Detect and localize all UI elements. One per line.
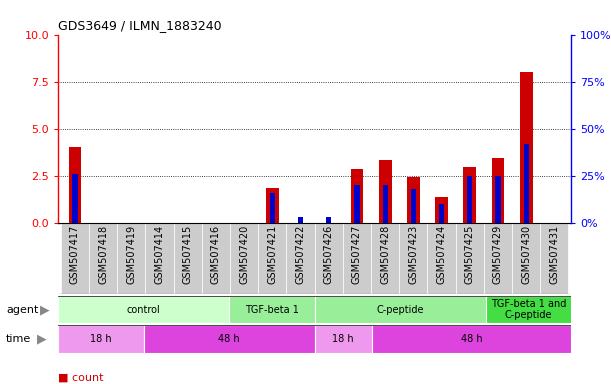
Bar [202, 223, 230, 294]
Text: 48 h: 48 h [218, 334, 240, 344]
Bar [230, 223, 258, 294]
Bar [343, 223, 371, 294]
Bar [382, 185, 388, 223]
Bar [379, 160, 392, 223]
Bar [456, 223, 484, 294]
Bar [58, 325, 144, 353]
Text: C-peptide: C-peptide [376, 305, 424, 314]
Text: control: control [126, 305, 161, 314]
Bar [315, 296, 486, 323]
Bar [484, 223, 512, 294]
Bar [58, 296, 229, 323]
Bar [145, 223, 174, 294]
Bar [463, 167, 476, 223]
Bar [229, 296, 315, 323]
Text: GSM507428: GSM507428 [380, 225, 390, 284]
Bar [399, 223, 428, 294]
Text: GSM507431: GSM507431 [549, 225, 559, 284]
Bar [512, 223, 540, 294]
Text: GSM507419: GSM507419 [126, 225, 136, 284]
Bar [492, 158, 504, 223]
Text: GSM507416: GSM507416 [211, 225, 221, 284]
Text: GSM507414: GSM507414 [155, 225, 164, 284]
Text: 48 h: 48 h [461, 334, 482, 344]
Bar [354, 185, 359, 223]
Bar [266, 188, 279, 223]
Bar [287, 223, 315, 294]
Text: 18 h: 18 h [332, 334, 354, 344]
Bar [270, 193, 275, 223]
Bar [144, 325, 315, 353]
Text: GSM507430: GSM507430 [521, 225, 531, 284]
Bar [68, 147, 81, 223]
Text: GSM507418: GSM507418 [98, 225, 108, 284]
Bar [435, 197, 448, 223]
Bar [326, 217, 331, 223]
Bar [315, 325, 371, 353]
Text: time: time [6, 334, 31, 344]
Bar [467, 176, 472, 223]
Text: GSM507421: GSM507421 [268, 225, 277, 284]
Text: GSM507422: GSM507422 [296, 225, 306, 284]
Bar [315, 223, 343, 294]
Bar [411, 189, 416, 223]
Bar [174, 223, 202, 294]
Bar [371, 325, 571, 353]
Bar [117, 223, 145, 294]
Text: GSM507424: GSM507424 [437, 225, 447, 284]
Bar [73, 174, 78, 223]
Text: ▶: ▶ [40, 303, 49, 316]
Text: GSM507425: GSM507425 [465, 225, 475, 284]
Text: GSM507426: GSM507426 [324, 225, 334, 284]
Text: TGF-beta 1: TGF-beta 1 [245, 305, 299, 314]
Text: GDS3649 / ILMN_1883240: GDS3649 / ILMN_1883240 [58, 19, 222, 32]
Text: TGF-beta 1 and
C-peptide: TGF-beta 1 and C-peptide [491, 299, 566, 320]
Bar [496, 176, 500, 223]
Text: GSM507423: GSM507423 [408, 225, 419, 284]
Bar [407, 177, 420, 223]
Bar [439, 204, 444, 223]
Bar [258, 223, 287, 294]
Bar [540, 223, 568, 294]
Bar [428, 223, 456, 294]
Bar [89, 223, 117, 294]
Text: ■ count: ■ count [58, 373, 103, 383]
Bar [61, 223, 89, 294]
Bar [520, 72, 533, 223]
Text: GSM507427: GSM507427 [352, 225, 362, 284]
Bar [371, 223, 399, 294]
Bar [351, 169, 364, 223]
Bar [298, 217, 303, 223]
Text: GSM507420: GSM507420 [239, 225, 249, 284]
Bar [486, 296, 571, 323]
Text: GSM507429: GSM507429 [493, 225, 503, 284]
Text: ▶: ▶ [37, 333, 46, 346]
Text: agent: agent [6, 305, 38, 314]
Text: GSM507417: GSM507417 [70, 225, 80, 284]
Text: 18 h: 18 h [90, 334, 112, 344]
Bar [524, 144, 529, 223]
Text: GSM507415: GSM507415 [183, 225, 192, 284]
